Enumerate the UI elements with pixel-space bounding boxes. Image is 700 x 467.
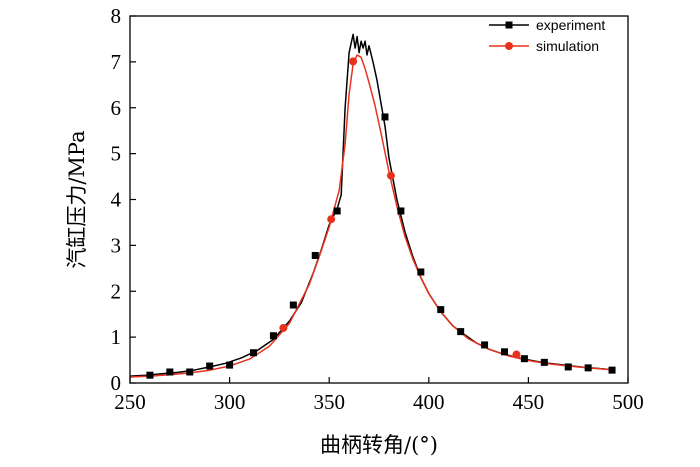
x-tick-label: 350 (313, 390, 345, 414)
data-point-experiment (437, 306, 445, 314)
data-point-experiment (564, 363, 572, 371)
y-tick-label: 1 (111, 325, 122, 349)
data-point-experiment (166, 368, 174, 376)
series-line-simulation (129, 54, 613, 378)
data-point-experiment (269, 332, 277, 340)
data-point-experiment (520, 355, 528, 363)
x-tick-label: 500 (612, 390, 644, 414)
data-point-experiment (311, 251, 319, 259)
data-point-experiment (417, 268, 425, 276)
y-tick-label: 3 (111, 233, 122, 257)
data-point-experiment (500, 348, 508, 356)
y-axis-title: 汽缸压力/MPa (65, 130, 89, 268)
data-point-simulation (386, 171, 395, 180)
y-tick-label: 0 (111, 371, 122, 395)
data-point-experiment (226, 361, 234, 369)
axis-tick-labels: 250 300 350 400 450 500 0 1 2 3 4 5 6 7 8 (111, 4, 644, 414)
data-point-experiment (481, 341, 489, 349)
data-point-experiment (540, 358, 548, 366)
x-tick-label: 250 (114, 390, 146, 414)
x-tick-label: 400 (413, 390, 445, 414)
x-tick-label: 300 (214, 390, 246, 414)
data-point-experiment (381, 113, 389, 121)
legend: experiment simulation (489, 17, 605, 54)
data-point-experiment (289, 301, 297, 309)
data-point-experiment (584, 364, 592, 372)
plot-area-frame (129, 15, 629, 384)
x-tick-label: 450 (513, 390, 545, 414)
data-point-experiment (457, 328, 465, 336)
y-tick-label: 2 (111, 279, 122, 303)
legend-marker-experiment (505, 21, 513, 29)
data-point-experiment (186, 368, 194, 376)
data-point-simulation (327, 215, 336, 224)
data-point-simulation (512, 350, 521, 359)
data-point-experiment (146, 371, 154, 379)
series-line-experiment (129, 33, 613, 377)
data-point-experiment (333, 207, 341, 215)
data-point-simulation (279, 323, 288, 332)
data-point-simulation (349, 57, 358, 66)
y-tick-label: 5 (111, 142, 122, 166)
data-point-experiment (608, 366, 616, 374)
data-point-experiment (250, 349, 258, 357)
plot-markers (146, 57, 616, 379)
x-axis-title: 曲柄转角/(°) (320, 433, 438, 457)
axis-ticks (129, 15, 629, 384)
y-tick-label: 7 (111, 50, 122, 74)
legend-label-experiment: experiment (536, 17, 605, 33)
y-tick-label: 8 (111, 4, 122, 28)
legend-marker-simulation (505, 42, 513, 50)
y-tick-label: 4 (111, 188, 122, 212)
plot-lines (129, 33, 613, 378)
data-point-experiment (397, 207, 405, 215)
legend-label-simulation: simulation (536, 38, 599, 54)
data-point-experiment (206, 362, 214, 370)
y-tick-label: 6 (111, 96, 122, 120)
